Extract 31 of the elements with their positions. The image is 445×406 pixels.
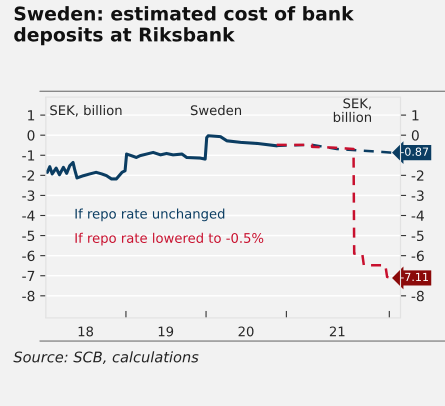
text: If repo rate unchanged	[76, 208, 224, 222]
y-tick-label: -7	[22, 270, 34, 282]
y2-tick-label: -5	[412, 230, 424, 242]
x-tick-label: 21	[330, 326, 344, 336]
y2-tick-label: 1	[412, 110, 418, 120]
y-tick-label: -6	[22, 250, 35, 262]
y2-axis-title: SEK, billion	[334, 98, 372, 122]
y-tick-label: -5	[22, 230, 34, 242]
y2-tick-label: 0	[412, 130, 419, 141]
y2-tick-label: -6	[412, 250, 424, 262]
y-tick-label: -8	[22, 290, 34, 302]
y-tick-label: -1	[22, 150, 34, 161]
x-tick-label: 19	[158, 326, 174, 336]
y-tick-label: -4	[22, 210, 35, 221]
y-axis-title: SEK, billion	[50, 105, 122, 117]
source-note: Source: SCB, calculations	[13, 351, 199, 364]
annotation: Sweden	[190, 105, 242, 116]
data-label: -0.87	[400, 147, 428, 156]
y-tick-label: 1	[28, 110, 34, 120]
y-tick-label: -2	[22, 170, 34, 181]
y2-tick-label: -4	[412, 210, 424, 221]
y-tick-label: 0	[27, 130, 34, 141]
y2-tick-label: -8	[412, 290, 424, 302]
x-tick-label: 20	[238, 326, 254, 336]
x-tick-label: 18	[78, 326, 94, 336]
chart-title: Sweden: estimated cost of bank deposits at Riksbank	[14, 6, 354, 46]
data-label: -7.11	[400, 272, 428, 282]
y2-tick-label: -3	[412, 190, 424, 201]
text: If repo rate lowered to -0.5%	[76, 232, 264, 246]
y2-tick-label: -2	[412, 170, 424, 181]
y-tick-label: -3	[22, 190, 34, 201]
